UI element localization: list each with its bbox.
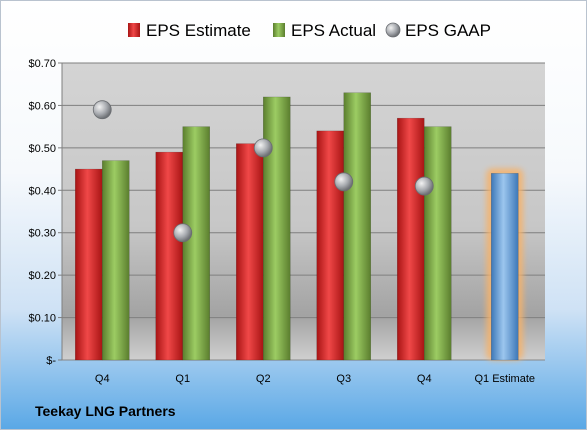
bar	[397, 117, 425, 361]
bar	[75, 168, 103, 361]
gridlines	[58, 62, 545, 361]
gaap-point	[173, 223, 193, 243]
x-tick-label: Q4	[417, 373, 432, 385]
legend-marker-gaap	[385, 22, 401, 38]
x-tick-label: Q1	[175, 373, 190, 385]
gaap-point	[253, 138, 273, 158]
legend-label: EPS Actual	[291, 21, 376, 40]
bar	[343, 92, 371, 361]
y-axis-ticks: $0.70 $0.60 $0.50 $0.40 $0.30 $0.20 $0.10 $-	[28, 58, 56, 367]
bar	[316, 130, 344, 361]
bar	[102, 160, 130, 361]
company-name: Teekay LNG Partners	[35, 403, 176, 419]
plot-area	[62, 63, 545, 360]
y-tick-label: $0.70	[28, 58, 56, 70]
legend: EPS Estimate EPS Actual EPS GAAP	[128, 21, 491, 40]
bar	[263, 96, 291, 361]
gaap-points	[92, 100, 434, 243]
bar	[491, 173, 519, 361]
y-tick-label: $0.60	[28, 100, 56, 112]
x-tick-label: Q4	[95, 373, 110, 385]
gaap-point	[334, 172, 354, 192]
y-tick-label: $0.50	[28, 143, 56, 155]
bar	[424, 126, 452, 361]
y-tick-label: $0.40	[28, 185, 56, 197]
gaap-point	[92, 100, 112, 120]
bar	[236, 143, 264, 361]
x-tick-label: Q3	[336, 373, 351, 385]
gaap-point	[414, 176, 434, 196]
legend-label: EPS GAAP	[405, 21, 491, 40]
x-axis-ticks: Q4 Q1 Q2 Q3 Q4 Q1 Estimate	[95, 373, 535, 385]
legend-label: EPS Estimate	[146, 21, 251, 40]
y-tick-label: $0.10	[28, 313, 56, 325]
legend-marker	[128, 23, 140, 37]
y-tick-label: $0.30	[28, 228, 56, 240]
y-tick-label: $-	[46, 355, 56, 367]
x-tick-label: Q1 Estimate	[474, 373, 535, 385]
x-tick-label: Q2	[256, 373, 271, 385]
legend-marker	[273, 23, 285, 37]
bar	[182, 126, 210, 361]
y-tick-label: $0.20	[28, 270, 56, 282]
bar	[155, 151, 183, 361]
